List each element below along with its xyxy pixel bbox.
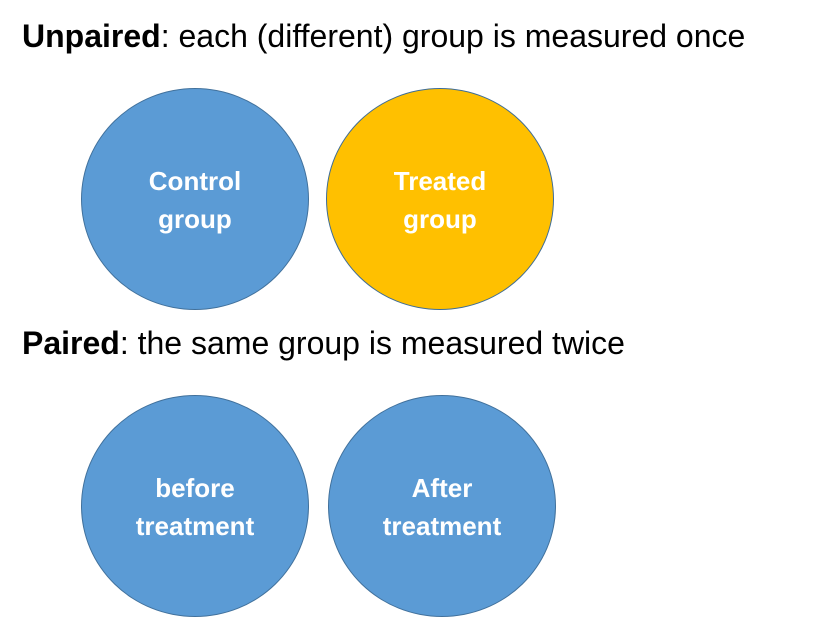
after-treatment-circle: After treatment (328, 395, 556, 617)
control-group-circle: Control group (81, 88, 309, 310)
unpaired-description: : each (different) group is measured onc… (160, 18, 746, 54)
before-treatment-label: before treatment (135, 473, 255, 541)
unpaired-term: Unpaired (22, 18, 161, 54)
control-group-label: Control group (148, 166, 242, 234)
treated-group-circle: Treated group (326, 88, 554, 310)
after-treatment-label: After treatment (382, 473, 502, 541)
paired-term: Paired (22, 325, 120, 361)
unpaired-heading: Unpaired: each (different) group is meas… (22, 16, 745, 56)
paired-heading: Paired: the same group is measured twice (22, 323, 625, 363)
paired-description: : the same group is measured twice (119, 325, 625, 361)
treated-group-label: Treated group (393, 166, 487, 234)
before-treatment-circle: before treatment (81, 395, 309, 617)
